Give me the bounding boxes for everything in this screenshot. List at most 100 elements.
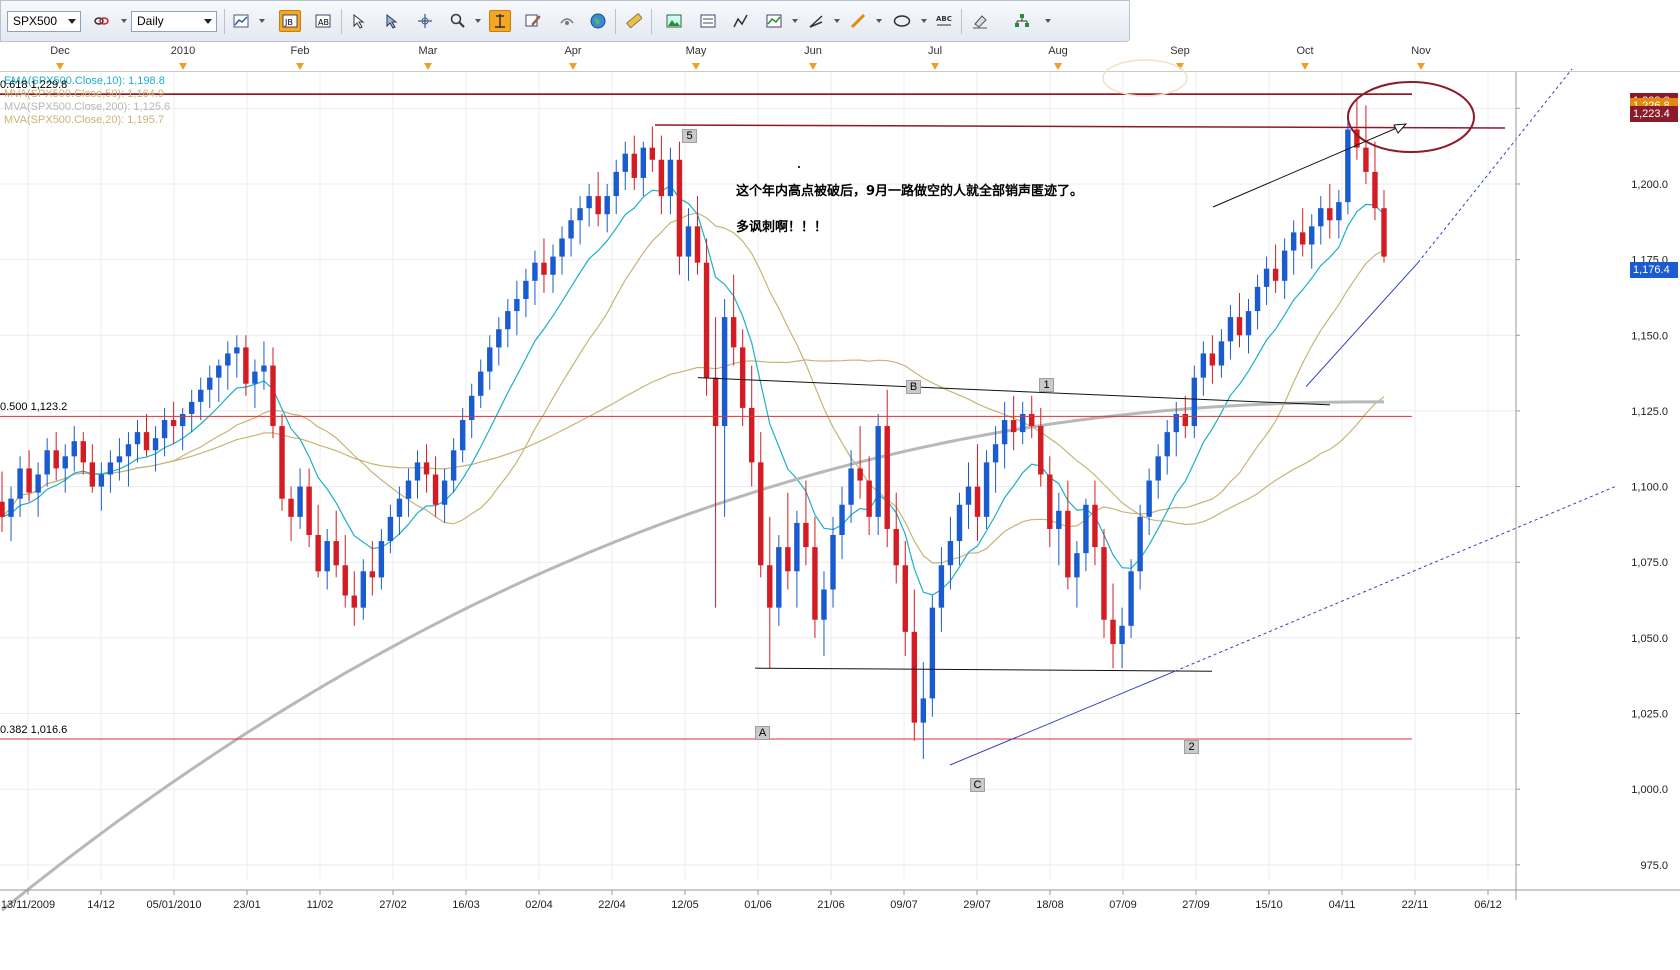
wave-label[interactable]: A xyxy=(755,726,770,740)
month-marker-icon[interactable] xyxy=(809,63,817,70)
candle-body xyxy=(514,298,520,312)
candle-body xyxy=(812,547,818,620)
candle-body xyxy=(107,462,114,475)
candle-body xyxy=(676,159,683,257)
objects-icon[interactable] xyxy=(1011,10,1033,32)
chevron-down-icon[interactable] xyxy=(259,19,265,23)
x-tick-label: 13/11/2009 xyxy=(1,899,55,911)
mode-jb-icon[interactable]: JB xyxy=(279,10,301,32)
wave-label[interactable]: 1 xyxy=(1039,378,1054,392)
globe-icon[interactable] xyxy=(587,10,609,32)
candle-body xyxy=(785,547,791,572)
wave-label[interactable]: B xyxy=(906,380,921,394)
candle xyxy=(369,541,376,596)
chevron-down-icon[interactable] xyxy=(921,19,927,23)
chevron-down-icon[interactable] xyxy=(1045,19,1051,23)
month-marker-icon[interactable] xyxy=(692,63,700,70)
chevron-down-icon xyxy=(204,19,212,24)
timeframe-select[interactable]: Daily xyxy=(131,11,217,32)
fullscreen-icon[interactable] xyxy=(556,10,578,32)
trendline-icon[interactable] xyxy=(805,10,827,32)
candle xyxy=(893,492,899,584)
pencil-icon[interactable] xyxy=(847,10,869,32)
candle xyxy=(1155,444,1161,499)
ruler-icon[interactable] xyxy=(623,10,645,32)
template-icon[interactable] xyxy=(697,10,719,32)
candle xyxy=(98,462,105,511)
ma50-line xyxy=(1,359,1385,526)
cursor-tool-2-icon[interactable] xyxy=(381,10,403,32)
pin-icon[interactable] xyxy=(489,10,511,32)
pattern-tool-icon[interactable] xyxy=(730,10,752,32)
candle xyxy=(658,135,665,215)
month-marker-icon[interactable] xyxy=(424,63,432,70)
y-tick-label: 1,000.0 xyxy=(1631,784,1668,796)
chart-link-icon[interactable] xyxy=(91,10,113,32)
candle xyxy=(216,359,222,402)
x-tick-label: 09/07 xyxy=(890,899,918,911)
chevron-down-icon[interactable] xyxy=(792,19,798,23)
image-icon[interactable] xyxy=(663,10,685,32)
candle-body xyxy=(830,535,836,590)
indicator-legend-item[interactable]: MVA(SPX500.Close,20): 1,195.7 xyxy=(4,114,164,126)
candle-body xyxy=(459,420,466,451)
candle-body xyxy=(1227,317,1234,342)
mode-ab-icon[interactable]: AB xyxy=(312,10,334,32)
month-marker-icon[interactable] xyxy=(56,63,64,70)
candle-body xyxy=(1309,226,1315,245)
indicator-legend-item[interactable]: EMA(SPX500.Close,10): 1,198.8 xyxy=(4,75,165,87)
x-tick-label: 11/02 xyxy=(307,899,334,911)
month-marker-icon[interactable] xyxy=(1176,63,1184,70)
month-marker-icon[interactable] xyxy=(569,63,577,70)
trend-line xyxy=(1305,262,1419,388)
candle-body xyxy=(857,468,863,481)
wave-label[interactable]: 5 xyxy=(682,129,697,143)
chart-type-icon[interactable] xyxy=(230,10,252,32)
chevron-down-icon[interactable] xyxy=(876,19,882,23)
edit-chart-icon[interactable] xyxy=(522,10,544,32)
cursor-tool-icon[interactable] xyxy=(348,10,370,32)
candle-body xyxy=(360,571,367,608)
candle xyxy=(1218,329,1225,378)
candle xyxy=(613,159,619,215)
candle-body xyxy=(929,607,936,699)
svg-text:JB: JB xyxy=(284,18,293,27)
month-marker-icon[interactable] xyxy=(931,63,939,70)
ellipse-icon[interactable] xyxy=(891,10,913,32)
chevron-down-icon[interactable] xyxy=(121,19,127,23)
wave-label[interactable]: 2 xyxy=(1184,740,1199,754)
month-marker-icon[interactable] xyxy=(1054,63,1062,70)
indicator-legend-item[interactable]: MVA(SPX500.Close,200): 1,125.6 xyxy=(4,101,171,113)
candle-body xyxy=(721,317,728,427)
indicator-icon[interactable] xyxy=(763,10,785,32)
indicator-legend-item[interactable]: MVA(SPX500.Close,50): 1,164.9 xyxy=(4,88,164,100)
candle-body xyxy=(387,516,394,542)
month-marker-icon[interactable] xyxy=(179,63,187,70)
candle xyxy=(911,589,918,741)
month-marker-icon[interactable] xyxy=(296,63,304,70)
eraser-icon[interactable] xyxy=(969,10,991,32)
month-marker-icon[interactable] xyxy=(1301,63,1309,70)
candle xyxy=(487,335,493,390)
ema10-line xyxy=(1,184,1385,596)
candle xyxy=(207,365,213,408)
text-abc-icon[interactable]: ABC xyxy=(933,10,955,32)
candle xyxy=(459,407,466,463)
candle-body xyxy=(288,498,294,517)
crosshair-icon[interactable] xyxy=(414,10,436,32)
candle xyxy=(1345,111,1351,215)
chevron-down-icon[interactable] xyxy=(834,19,840,23)
wave-label[interactable]: C xyxy=(970,778,985,792)
candle xyxy=(1372,141,1378,221)
candle-body xyxy=(351,595,357,608)
candle-body xyxy=(739,347,746,408)
zoom-icon[interactable] xyxy=(447,10,469,32)
month-marker-icon[interactable] xyxy=(1417,63,1425,70)
candle xyxy=(812,516,818,638)
chevron-down-icon[interactable] xyxy=(475,19,481,23)
candle-body xyxy=(152,438,159,451)
symbol-select[interactable]: SPX500 xyxy=(7,11,81,32)
candle xyxy=(929,595,936,717)
candle-body xyxy=(496,329,502,348)
